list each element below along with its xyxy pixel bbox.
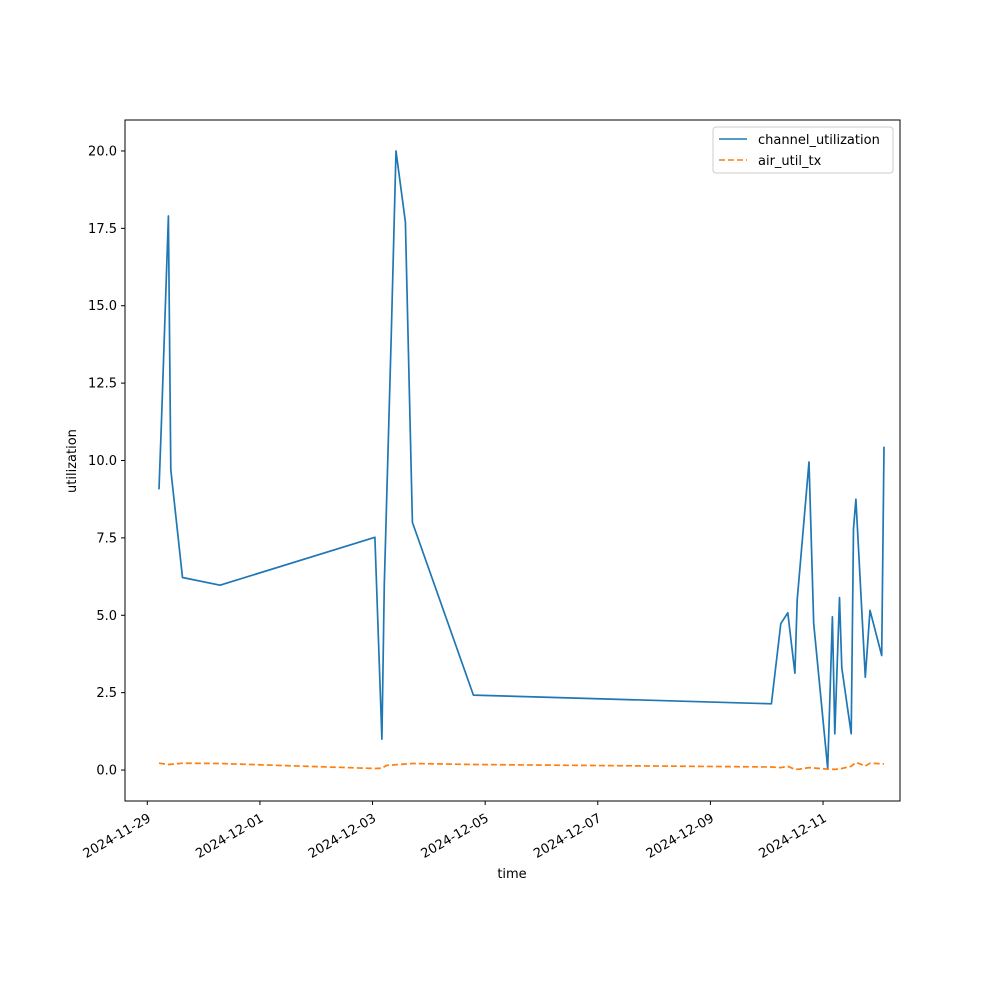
- y-axis: 0.0 2.5 5.0 7.5 10.0 12.5 15.0 17.5 20.0: [88, 144, 125, 779]
- legend-box: [712, 126, 894, 174]
- x-axis-label: time: [497, 867, 526, 882]
- x-tick-label: 2024-12-09: [644, 811, 717, 862]
- legend-label-air-util-tx: air_util_tx: [758, 154, 822, 169]
- series-line-air-util-tx: [158, 761, 885, 771]
- x-axis: 2024-11-29 2024-12-01 2024-12-03 2024-12-05…: [81, 801, 829, 862]
- series-line-channel-utilization: [158, 150, 885, 770]
- y-tick-label: 17.5: [88, 222, 117, 237]
- x-tick-label: 2024-12-01: [193, 811, 266, 862]
- y-tick-label: 15.0: [88, 299, 117, 314]
- y-tick-label: 10.0: [88, 454, 117, 469]
- y-tick-label: 0.0: [96, 764, 117, 779]
- y-tick-label: 5.0: [96, 609, 117, 624]
- x-tick-label: 2024-12-11: [756, 811, 829, 862]
- plot-area-frame: [124, 119, 901, 802]
- legend-label-channel-utilization: channel_utilization: [758, 133, 880, 148]
- y-tick-label: 12.5: [88, 377, 117, 392]
- x-tick-label: 2024-12-05: [419, 811, 492, 862]
- y-tick-label: 2.5: [96, 686, 117, 701]
- x-tick-label: 2024-11-29: [81, 811, 154, 862]
- legend: channel_utilization air_util_tx: [712, 126, 894, 174]
- y-axis-label: utilization: [65, 429, 80, 493]
- y-tick-label: 7.5: [96, 531, 117, 546]
- x-tick-label: 2024-12-03: [306, 811, 379, 862]
- x-tick-label: 2024-12-07: [531, 811, 604, 862]
- y-tick-label: 20.0: [88, 144, 117, 159]
